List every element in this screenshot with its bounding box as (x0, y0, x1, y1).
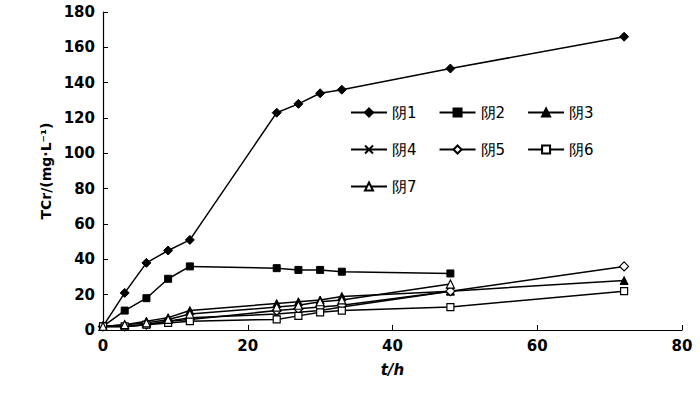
svg-text:阴3: 阴3 (569, 104, 594, 122)
svg-text:140: 140 (64, 74, 95, 92)
svg-text:阴5: 阴5 (481, 141, 506, 159)
svg-text:0: 0 (85, 321, 95, 339)
svg-text:阴2: 阴2 (481, 104, 506, 122)
svg-text:40: 40 (74, 250, 95, 268)
svg-text:60: 60 (74, 215, 95, 233)
svg-text:180: 180 (64, 3, 95, 21)
svg-text:20: 20 (74, 286, 95, 304)
svg-text:60: 60 (527, 337, 548, 355)
svg-text:阴6: 阴6 (569, 141, 594, 159)
svg-text:阴4: 阴4 (392, 141, 417, 159)
svg-text:阴7: 阴7 (392, 178, 417, 196)
svg-text:t/h: t/h (381, 361, 404, 379)
svg-text:100: 100 (64, 144, 95, 162)
svg-text:80: 80 (74, 180, 95, 198)
svg-text:阴1: 阴1 (392, 104, 417, 122)
svg-text:80: 80 (672, 337, 693, 355)
svg-text:20: 20 (237, 337, 258, 355)
svg-text:160: 160 (64, 38, 95, 56)
svg-text:TCr/(mg·L⁻¹): TCr/(mg·L⁻¹) (38, 122, 54, 219)
svg-text:40: 40 (382, 337, 403, 355)
svg-text:120: 120 (64, 109, 95, 127)
svg-text:0: 0 (98, 337, 108, 355)
